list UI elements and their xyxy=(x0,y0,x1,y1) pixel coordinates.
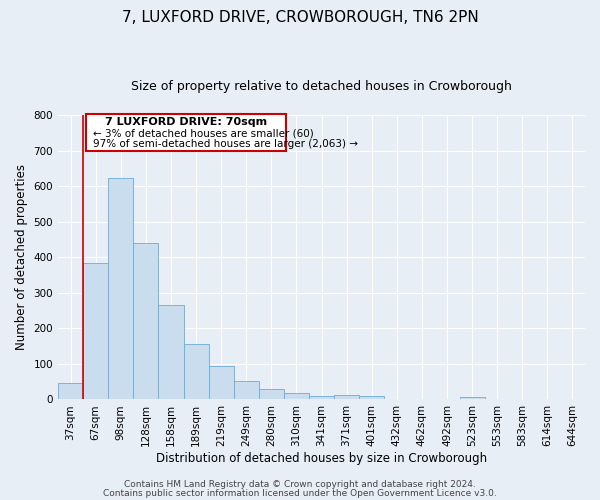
Text: ← 3% of detached houses are smaller (60): ← 3% of detached houses are smaller (60) xyxy=(93,128,314,138)
Bar xyxy=(108,178,133,400)
Bar xyxy=(83,262,108,400)
Text: 7 LUXFORD DRIVE: 70sqm: 7 LUXFORD DRIVE: 70sqm xyxy=(105,118,267,128)
Bar xyxy=(58,382,83,400)
Bar xyxy=(359,396,384,400)
Bar xyxy=(334,395,359,400)
Bar xyxy=(309,396,334,400)
Bar xyxy=(209,366,233,400)
Bar xyxy=(284,393,309,400)
Bar xyxy=(158,305,184,400)
Title: Size of property relative to detached houses in Crowborough: Size of property relative to detached ho… xyxy=(131,80,512,93)
Bar xyxy=(184,344,209,400)
Y-axis label: Number of detached properties: Number of detached properties xyxy=(15,164,28,350)
X-axis label: Distribution of detached houses by size in Crowborough: Distribution of detached houses by size … xyxy=(156,452,487,465)
Text: Contains HM Land Registry data © Crown copyright and database right 2024.: Contains HM Land Registry data © Crown c… xyxy=(124,480,476,489)
Bar xyxy=(259,389,284,400)
Text: 7, LUXFORD DRIVE, CROWBOROUGH, TN6 2PN: 7, LUXFORD DRIVE, CROWBOROUGH, TN6 2PN xyxy=(122,10,478,25)
Bar xyxy=(460,396,485,400)
Bar xyxy=(233,381,259,400)
Text: 97% of semi-detached houses are larger (2,063) →: 97% of semi-detached houses are larger (… xyxy=(93,139,358,149)
Bar xyxy=(86,114,286,150)
Bar xyxy=(133,243,158,400)
Text: Contains public sector information licensed under the Open Government Licence v3: Contains public sector information licen… xyxy=(103,488,497,498)
